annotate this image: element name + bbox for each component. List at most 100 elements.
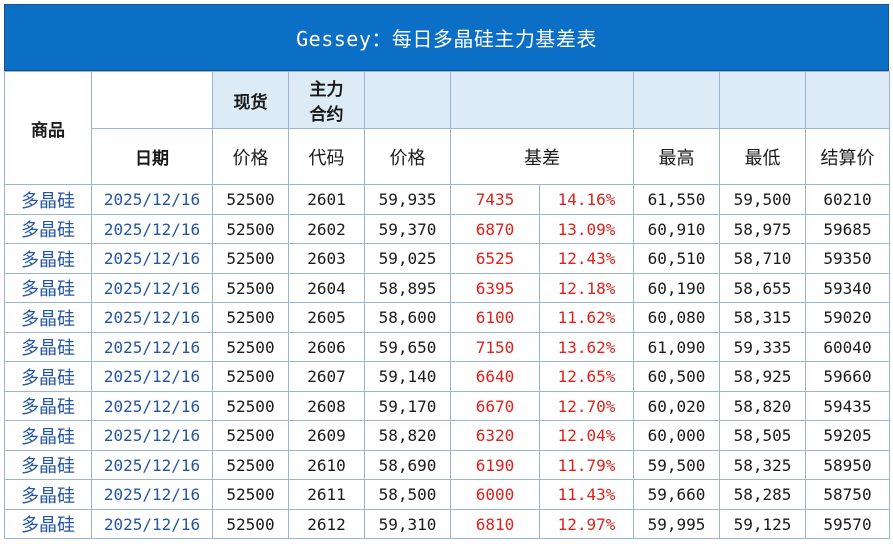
cell-basis: 6670 bbox=[450, 390, 540, 421]
cell-settle: 60040 bbox=[805, 331, 890, 362]
basis-table-panel: Gessey：每日多晶硅主力基差表 商品 现货 主力 合约 bbox=[4, 4, 890, 539]
cell-low: 58,820 bbox=[719, 390, 806, 421]
cell-basis-pct: 11.43% bbox=[539, 479, 634, 510]
table-row: 多晶硅 2025/12/16 52500 2602 59,370 6870 13.09% 60… bbox=[4, 213, 890, 244]
cell-date: 2025/12/16 bbox=[91, 390, 213, 421]
cell-price: 59,935 bbox=[364, 184, 451, 215]
cell-high: 60,500 bbox=[633, 361, 720, 392]
cell-basis: 6395 bbox=[450, 272, 540, 303]
cell-date: 2025/12/16 bbox=[91, 272, 213, 303]
cell-basis-pct: 12.65% bbox=[539, 361, 634, 392]
cell-commodity: 多晶硅 bbox=[4, 302, 92, 333]
header-main-contract: 主力 合约 bbox=[288, 71, 365, 129]
cell-low: 58,325 bbox=[719, 449, 806, 480]
cell-high: 61,090 bbox=[633, 331, 720, 362]
cell-spot-price: 52500 bbox=[212, 213, 289, 244]
cell-basis: 6525 bbox=[450, 243, 540, 274]
header-shade-cell bbox=[364, 71, 451, 129]
cell-commodity: 多晶硅 bbox=[4, 184, 92, 215]
table-row: 多晶硅 2025/12/16 52500 2601 59,935 7435 14.16% 61… bbox=[4, 184, 890, 215]
header-row-2: 日期 价格 代码 价格 基差 最高 最低 结算价 bbox=[5, 128, 890, 185]
cell-date: 2025/12/16 bbox=[91, 449, 213, 480]
cell-basis: 6320 bbox=[450, 420, 540, 451]
cell-price: 59,140 bbox=[364, 361, 451, 392]
cell-price: 58,820 bbox=[364, 420, 451, 451]
header-blank bbox=[91, 71, 213, 129]
header-low: 最低 bbox=[719, 128, 806, 185]
cell-high: 60,020 bbox=[633, 390, 720, 421]
header-spot: 现货 bbox=[212, 71, 289, 129]
cell-commodity: 多晶硅 bbox=[4, 272, 92, 303]
cell-basis-pct: 12.04% bbox=[539, 420, 634, 451]
cell-basis: 6100 bbox=[450, 302, 540, 333]
cell-commodity: 多晶硅 bbox=[4, 479, 92, 510]
cell-high: 60,000 bbox=[633, 420, 720, 451]
cell-spot-price: 52500 bbox=[212, 508, 289, 539]
table-row: 多晶硅 2025/12/16 52500 2603 59,025 6525 12.43% 60… bbox=[4, 243, 890, 274]
cell-date: 2025/12/16 bbox=[91, 331, 213, 362]
cell-settle: 59685 bbox=[805, 213, 890, 244]
cell-spot-price: 52500 bbox=[212, 390, 289, 421]
cell-spot-price: 52500 bbox=[212, 272, 289, 303]
cell-high: 60,080 bbox=[633, 302, 720, 333]
cell-basis-pct: 12.97% bbox=[539, 508, 634, 539]
cell-low: 58,315 bbox=[719, 302, 806, 333]
table-row: 多晶硅 2025/12/16 52500 2612 59,310 6810 12.97% 59… bbox=[4, 508, 890, 539]
header-shade-cell bbox=[633, 71, 720, 129]
cell-basis-pct: 12.43% bbox=[539, 243, 634, 274]
cell-contract-code: 2609 bbox=[288, 420, 365, 451]
cell-commodity: 多晶硅 bbox=[4, 420, 92, 451]
cell-spot-price: 52500 bbox=[212, 479, 289, 510]
cell-basis: 7150 bbox=[450, 331, 540, 362]
cell-settle: 60210 bbox=[805, 184, 890, 215]
cell-contract-code: 2607 bbox=[288, 361, 365, 392]
cell-high: 59,995 bbox=[633, 508, 720, 539]
cell-settle: 59660 bbox=[805, 361, 890, 392]
cell-low: 58,285 bbox=[719, 479, 806, 510]
cell-price: 58,600 bbox=[364, 302, 451, 333]
table-row: 多晶硅 2025/12/16 52500 2607 59,140 6640 12.65% 60… bbox=[4, 361, 890, 392]
cell-contract-code: 2603 bbox=[288, 243, 365, 274]
cell-contract-code: 2604 bbox=[288, 272, 365, 303]
cell-basis: 6190 bbox=[450, 449, 540, 480]
cell-low: 58,975 bbox=[719, 213, 806, 244]
cell-commodity: 多晶硅 bbox=[4, 508, 92, 539]
cell-price: 58,690 bbox=[364, 449, 451, 480]
header-row-1: 商品 现货 主力 合约 bbox=[4, 71, 890, 185]
cell-settle: 59205 bbox=[805, 420, 890, 451]
cell-basis: 6870 bbox=[450, 213, 540, 244]
header-high: 最高 bbox=[633, 128, 720, 185]
header-shade-cell bbox=[805, 71, 890, 129]
header-main-contract-line1: 主力 bbox=[309, 80, 344, 100]
cell-basis: 6810 bbox=[450, 508, 540, 539]
table-row: 多晶硅 2025/12/16 52500 2611 58,500 6000 11.43% 59… bbox=[4, 479, 890, 510]
cell-price: 59,650 bbox=[364, 331, 451, 362]
table-row: 多晶硅 2025/12/16 52500 2604 58,895 6395 12.18% 60… bbox=[4, 272, 890, 303]
cell-contract-code: 2612 bbox=[288, 508, 365, 539]
table-row: 多晶硅 2025/12/16 52500 2610 58,690 6190 11.79% 59… bbox=[4, 449, 890, 480]
cell-high: 59,500 bbox=[633, 449, 720, 480]
cell-contract-code: 2605 bbox=[288, 302, 365, 333]
header-contract-code: 代码 bbox=[288, 128, 365, 185]
table-row: 多晶硅 2025/12/16 52500 2609 58,820 6320 12.04% 60… bbox=[4, 420, 890, 451]
cell-basis-pct: 13.62% bbox=[539, 331, 634, 362]
cell-basis-pct: 12.70% bbox=[539, 390, 634, 421]
cell-commodity: 多晶硅 bbox=[4, 331, 92, 362]
cell-date: 2025/12/16 bbox=[91, 361, 213, 392]
cell-basis-pct: 13.09% bbox=[539, 213, 634, 244]
cell-price: 59,310 bbox=[364, 508, 451, 539]
cell-basis-pct: 14.16% bbox=[539, 184, 634, 215]
cell-low: 58,710 bbox=[719, 243, 806, 274]
header-date: 日期 bbox=[91, 128, 213, 185]
cell-commodity: 多晶硅 bbox=[4, 361, 92, 392]
cell-basis: 6640 bbox=[450, 361, 540, 392]
cell-high: 60,510 bbox=[633, 243, 720, 274]
cell-spot-price: 52500 bbox=[212, 331, 289, 362]
cell-basis: 6000 bbox=[450, 479, 540, 510]
cell-low: 59,125 bbox=[719, 508, 806, 539]
header-main-contract-line2: 合约 bbox=[309, 105, 344, 125]
cell-spot-price: 52500 bbox=[212, 243, 289, 274]
cell-commodity: 多晶硅 bbox=[4, 243, 92, 274]
header-basis: 基差 bbox=[450, 128, 634, 185]
cell-spot-price: 52500 bbox=[212, 184, 289, 215]
